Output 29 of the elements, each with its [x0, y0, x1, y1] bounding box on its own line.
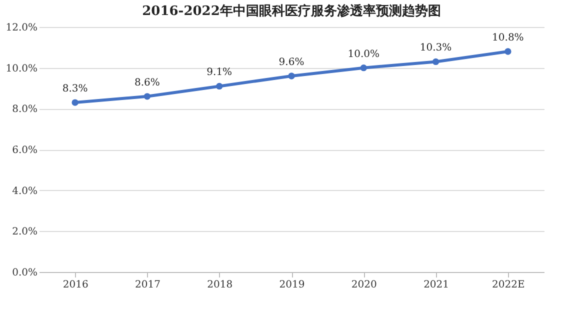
- point: [144, 93, 151, 100]
- x-tick-label: 2018: [207, 280, 233, 290]
- data-label: 8.6%: [134, 77, 160, 88]
- point: [288, 72, 295, 80]
- data-label: 10.0%: [348, 48, 380, 60]
- x-tick-label: 2016: [62, 280, 88, 290]
- y-tick-label: 2.0%: [12, 226, 38, 238]
- point: [72, 99, 78, 106]
- y-tick-label: 4.0%: [12, 186, 38, 197]
- x-tick-label: 2021: [424, 280, 450, 290]
- data-label: 10.3%: [420, 42, 452, 54]
- point: [432, 58, 440, 66]
- y-tick-label: 0.0%: [12, 268, 38, 278]
- point: [216, 82, 223, 90]
- data-label: 8.3%: [62, 84, 88, 95]
- x-tick-label: 2022E: [492, 280, 525, 290]
- point: [504, 48, 512, 55]
- data-label: 9.1%: [206, 67, 232, 78]
- y-tick-label: 6.0%: [12, 145, 38, 156]
- x-tick-label: 2020: [351, 280, 377, 290]
- chart-title: 2016-2022年中国眼科医疗服务渗透率预测趋势图: [142, 3, 441, 19]
- y-tick-label: 12.0%: [6, 22, 38, 34]
- y-tick-label: 8.0%: [12, 104, 38, 116]
- x-tick-label: 2019: [279, 280, 305, 290]
- point: [360, 64, 367, 72]
- y-tick-label: 10.0%: [6, 63, 38, 74]
- data-label: 10.8%: [492, 32, 524, 44]
- x-tick-label: 2017: [134, 280, 160, 290]
- data-label: 9.6%: [278, 57, 304, 68]
